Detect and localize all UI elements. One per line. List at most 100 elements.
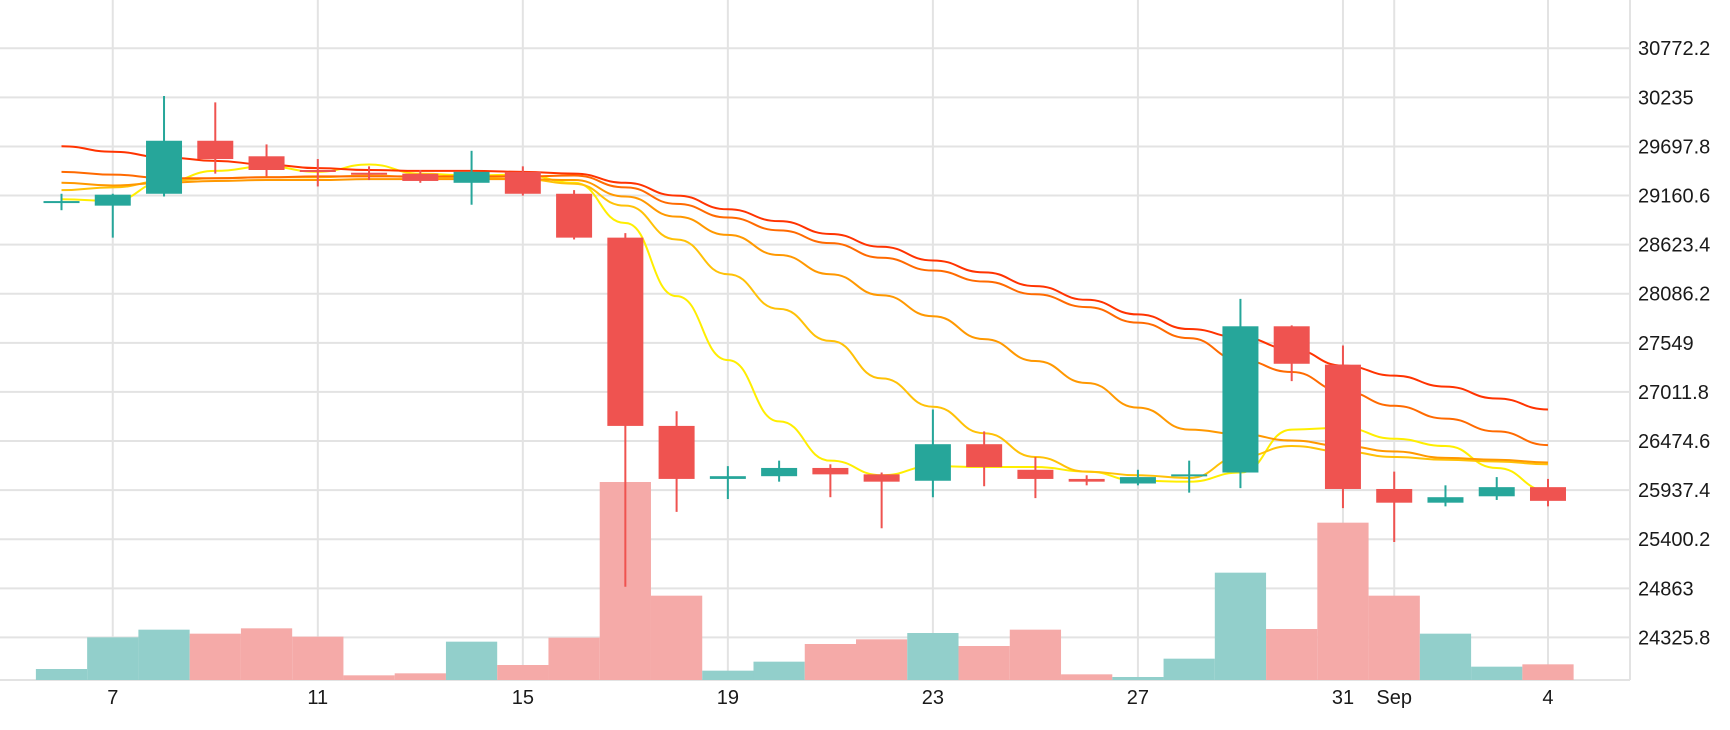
volume-bar (1061, 674, 1113, 680)
grid-layer (0, 0, 1631, 681)
candle-body (504, 171, 541, 194)
candle-body (299, 170, 336, 172)
candle-body (402, 173, 439, 181)
volume-bar (907, 633, 959, 680)
y-tick-label: 29160.6 (1638, 186, 1710, 208)
y-tick-label: 28086.2 (1638, 284, 1710, 306)
volume-bar (1266, 629, 1318, 680)
candle-down (966, 431, 1003, 487)
volume-bar (35, 669, 88, 680)
y-tick-label: 28623.4 (1638, 235, 1710, 257)
candle-body (1376, 488, 1413, 503)
volume-bar (1214, 572, 1267, 680)
candle-down (863, 472, 900, 529)
volume-bar (1163, 658, 1215, 680)
y-tick-label: 30772.2 (1638, 38, 1710, 60)
y-tick-label: 29697.8 (1638, 136, 1710, 158)
candle-up (1427, 485, 1464, 507)
candle-down (1273, 325, 1310, 382)
y-tick-label: 26474.6 (1638, 431, 1710, 453)
volume-bar (548, 637, 600, 680)
volume-bar (1522, 664, 1574, 680)
volume-bar (1419, 633, 1472, 680)
candle-down (658, 411, 695, 512)
volume-bar (1317, 522, 1369, 680)
volume-bar (445, 641, 498, 680)
x-tick-label: 23 (922, 687, 944, 709)
volume-bar (292, 636, 344, 680)
volume-bar (753, 661, 805, 680)
candle-body (1068, 478, 1105, 482)
x-tick-label: Sep (1376, 687, 1412, 709)
candle-body (556, 193, 593, 238)
candle-up (453, 150, 490, 205)
volume-bar (189, 633, 241, 680)
candle-body (1324, 364, 1361, 489)
x-tick-label: 15 (512, 687, 534, 709)
candle-body (351, 172, 388, 175)
candle-body (94, 194, 131, 206)
candle-body (1119, 477, 1156, 484)
candle-down (1324, 345, 1361, 509)
x-tick-label: 7 (107, 687, 118, 709)
candle-up (146, 95, 183, 197)
candle-layer (43, 95, 1566, 587)
y-tick-label: 24325.8 (1638, 627, 1710, 649)
candle-up (1119, 469, 1156, 486)
y-tick-label: 27549 (1638, 333, 1694, 355)
volume-bar (1009, 629, 1062, 680)
candle-body (761, 467, 798, 477)
axis-layer: 30772.2 30235 29697.8 29160.6 28623.4 28086.2… (107, 38, 1710, 709)
candle-down (504, 166, 541, 196)
candle-up (761, 460, 798, 482)
candle-down (197, 102, 234, 174)
volume-bar (1471, 666, 1523, 680)
candle-down (1017, 456, 1054, 499)
candle-up (1478, 477, 1515, 500)
volume-bar (804, 644, 857, 680)
candle-body (1529, 487, 1566, 501)
candle-down (607, 233, 644, 587)
volume-bar (87, 637, 139, 680)
candle-body (863, 474, 900, 482)
candle-down (556, 190, 593, 240)
x-tick-label: 11 (307, 687, 328, 709)
volume-bar (1368, 595, 1420, 680)
volume-bar (138, 629, 190, 680)
candle-body (658, 425, 695, 479)
candle-body (607, 237, 644, 426)
candle-body (1273, 326, 1310, 364)
y-tick-label: 24863 (1638, 578, 1694, 600)
candle-up (914, 409, 951, 498)
candle-body (1222, 326, 1259, 473)
candle-up (43, 193, 80, 211)
candle-up (1222, 298, 1259, 489)
candle-down (1068, 475, 1105, 486)
volume-bar (702, 670, 754, 680)
candle-up (1171, 460, 1208, 493)
candle-down (351, 166, 388, 181)
candle-down (299, 159, 336, 187)
candle-down (1376, 471, 1413, 542)
candle-body (43, 201, 80, 204)
volume-bar (497, 665, 549, 680)
candle-body (914, 444, 951, 481)
y-tick-label: 27011.8 (1638, 382, 1709, 404)
volume-bar (240, 628, 293, 680)
candle-down (812, 464, 849, 498)
candle-body (1478, 487, 1515, 497)
candle-body (146, 140, 183, 194)
y-tick-label: 25937.4 (1638, 480, 1710, 502)
candle-up (709, 466, 746, 500)
volume-bar (650, 595, 703, 680)
candle-body (1427, 497, 1464, 503)
volume-bar (1112, 677, 1164, 680)
candle-body (1017, 469, 1054, 479)
x-tick-label: 27 (1127, 687, 1149, 709)
candle-body (248, 156, 285, 170)
candle-down (402, 170, 439, 183)
y-tick-label: 30235 (1638, 87, 1694, 109)
candle-down (1529, 478, 1566, 507)
y-tick-label: 25400.2 (1638, 529, 1710, 551)
